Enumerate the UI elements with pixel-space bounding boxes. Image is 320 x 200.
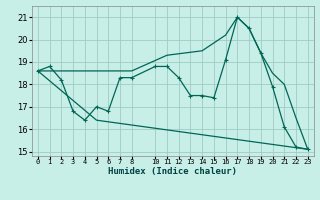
X-axis label: Humidex (Indice chaleur): Humidex (Indice chaleur) [108,167,237,176]
